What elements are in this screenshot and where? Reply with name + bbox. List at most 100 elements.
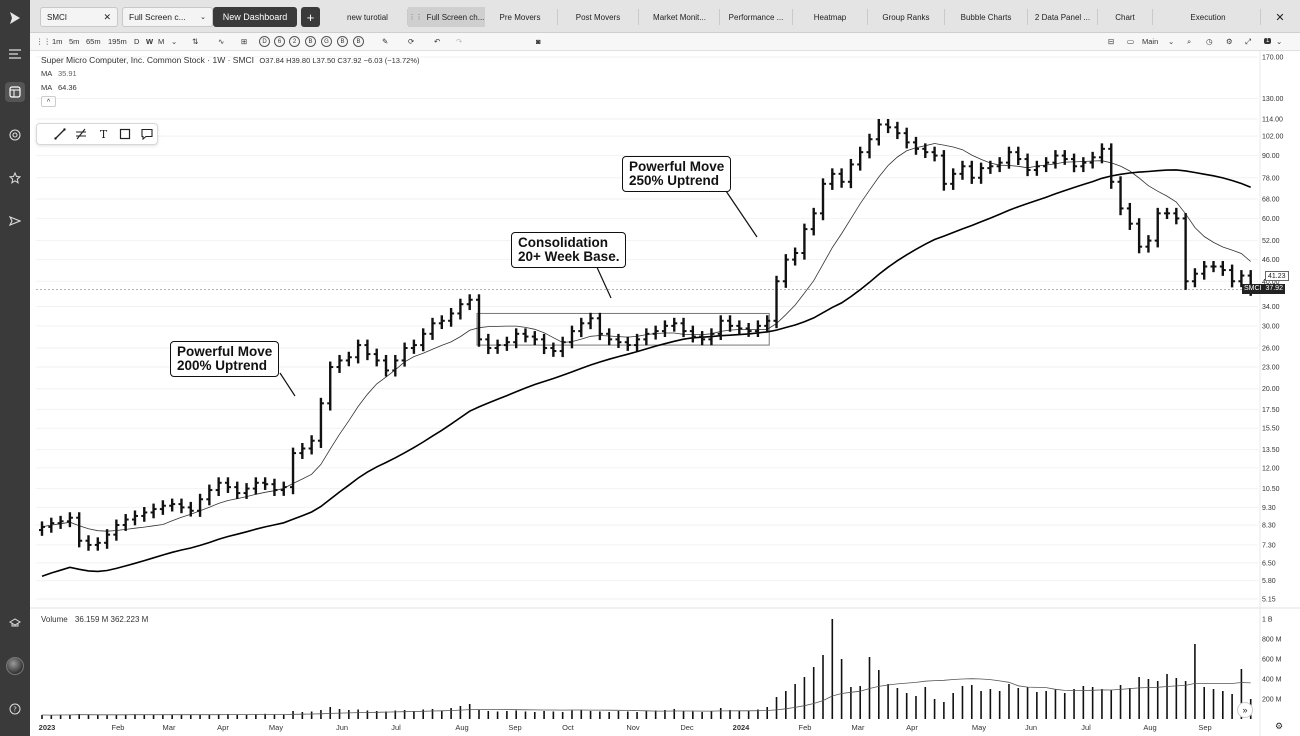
annotation-powerful-move-200[interactable]: Powerful Move 200% Uptrend — [170, 341, 280, 377]
annotation-powerful-move-250[interactable]: Powerful Move 250% Uptrend — [622, 156, 732, 192]
chart-toolbar: ⋮⋮ 1m 5m 65m 195m D W M ⌄ ⇅ ∿ ⊞ D 6 2 B … — [30, 33, 1300, 51]
timeframe-1m[interactable]: 1m — [52, 37, 63, 46]
x-axis-tick-label: Aug — [1143, 723, 1156, 732]
tab-separator — [719, 9, 720, 25]
menu-icon[interactable] — [5, 44, 25, 64]
y-axis-tick-label: 23.00 — [1262, 365, 1280, 372]
add-tab-button[interactable]: + — [301, 7, 320, 27]
symbol-price-tag: SMCI 37.92 — [1242, 284, 1285, 294]
tab-post-movers[interactable]: Post Movers — [575, 12, 621, 22]
fullscreen-icon[interactable]: ⤢ — [1245, 37, 1251, 46]
y-axis-tick-label: 13.50 — [1262, 447, 1280, 454]
avatar[interactable] — [6, 657, 24, 675]
x-axis-tick-label: Jun — [336, 723, 348, 732]
text-tool-icon[interactable]: T — [99, 128, 108, 141]
close-icon[interactable]: ✕ — [1275, 11, 1285, 24]
chevron-down-icon[interactable]: ⌄ — [1168, 37, 1175, 46]
tab-execution[interactable]: Execution — [1190, 12, 1226, 22]
drag-grid-icon[interactable]: ⋮⋮ — [36, 37, 51, 46]
collapse-legend-button[interactable]: ^ — [41, 96, 56, 107]
ma2-legend[interactable]: MA 64.36 — [41, 83, 77, 92]
y-axis-tick-label: 30.00 — [1262, 323, 1280, 330]
fib-icon[interactable] — [75, 128, 88, 141]
badge-b-icon[interactable]: B — [337, 36, 348, 47]
tab-group-ranks[interactable]: Group Ranks — [882, 12, 930, 22]
timeframe-d[interactable]: D — [134, 37, 140, 46]
indicators-icon[interactable]: ∿ — [218, 37, 225, 46]
tab-new-turotial[interactable]: new turotial — [347, 12, 388, 22]
drag-handle-icon[interactable]: ⋮⋮ — [408, 14, 423, 21]
y-axis-tick-label: 17.50 — [1262, 407, 1280, 414]
chart-area[interactable]: 170.00 130.00 114.00 102.00 90.00 78.00 68.00 6… — [30, 51, 1300, 736]
badge-d-icon[interactable]: D — [259, 36, 270, 47]
settings-gear-icon[interactable]: ⚙ — [1226, 37, 1233, 46]
timeframe-195m[interactable]: 195m — [108, 37, 127, 46]
eraser-icon[interactable]: ✎ — [382, 37, 389, 46]
layout-select[interactable]: Full Screen c... ⌄ — [122, 7, 213, 27]
badge-6-icon[interactable]: 6 — [274, 36, 285, 47]
refresh-icon[interactable]: ⟳ — [408, 37, 415, 46]
new-dashboard-button[interactable]: New Dashboard — [213, 7, 297, 27]
price-chart-svg[interactable]: 170.00 130.00 114.00 102.00 90.00 78.00 68.00 6… — [30, 51, 1300, 736]
annotation-line: 20+ Week Base. — [518, 249, 620, 264]
comment-icon[interactable] — [141, 128, 154, 141]
undo-icon[interactable]: ↶ — [434, 37, 441, 46]
compare-icon[interactable]: ⇅ — [192, 37, 199, 46]
badge-b-icon[interactable]: B — [353, 36, 364, 47]
help-icon[interactable]: ? — [5, 699, 25, 719]
templates-icon[interactable]: ⊞ — [241, 37, 248, 46]
tab-bubble-charts[interactable]: Bubble Charts — [960, 12, 1012, 22]
ohlc-values: O37.84 H39.80 L37.50 C37.92 −6.03 (−13.7… — [259, 56, 420, 65]
annotation-consolidation[interactable]: Consolidation 20+ Week Base. — [511, 232, 627, 268]
tab-pre-movers[interactable]: Pre Movers — [499, 12, 541, 22]
badge-2-icon[interactable]: 2 — [289, 36, 300, 47]
trendline-icon[interactable] — [54, 128, 67, 141]
tab-chart[interactable]: Chart — [1115, 12, 1135, 22]
dashboard-icon[interactable] — [5, 82, 25, 102]
radar-icon[interactable] — [5, 125, 25, 145]
symbol-search[interactable]: SMCI ✕ — [40, 7, 118, 27]
logo-icon[interactable] — [5, 8, 25, 28]
timeframe-m[interactable]: M — [158, 37, 165, 46]
rectangle-icon[interactable] — [119, 128, 132, 141]
tab-market-monitor[interactable]: Market Monit... — [653, 12, 706, 22]
layout-main-label[interactable]: Main — [1142, 37, 1159, 46]
chevron-down-icon[interactable]: ⌄ — [171, 37, 178, 46]
chart-settings-gear-icon[interactable]: ⚙ — [1275, 721, 1284, 731]
panel-count-badge[interactable]: 1 — [1264, 38, 1272, 44]
badge-g-icon[interactable]: G — [321, 36, 332, 47]
timeframe-5m[interactable]: 5m — [69, 37, 80, 46]
y-axis-tick-label: 9.30 — [1262, 505, 1276, 512]
ma1-legend[interactable]: MA 35.91 — [41, 69, 77, 78]
alert-icon[interactable]: ◷ — [1206, 37, 1213, 46]
tab-separator — [792, 9, 793, 25]
star-icon[interactable] — [5, 168, 25, 188]
education-icon[interactable] — [5, 613, 25, 633]
badge-b-icon[interactable]: B — [305, 36, 316, 47]
send-icon[interactable] — [5, 211, 25, 231]
redo-icon[interactable]: ↷ — [456, 37, 463, 46]
scroll-to-latest-button[interactable]: » — [1237, 702, 1253, 718]
tab-heatmap[interactable]: Heatmap — [813, 12, 847, 22]
timeframe-65m[interactable]: 65m — [86, 37, 101, 46]
snapshot-icon[interactable]: ◙ — [536, 37, 541, 46]
ma1-value: 35.91 — [57, 69, 77, 78]
symbol-input[interactable]: SMCI — [47, 12, 67, 22]
tab-performance[interactable]: Performance ... — [728, 12, 784, 22]
zoom-icon[interactable]: ⌕ — [1187, 37, 1192, 46]
volume-ma-line — [41, 678, 1251, 716]
volume-legend[interactable]: Volume 36.159 M 362.223 M — [41, 615, 148, 624]
annotation-line: 250% Uptrend — [629, 173, 720, 188]
folder-icon[interactable]: ▭ — [1127, 37, 1135, 46]
ma2-value: 64.36 — [57, 83, 77, 92]
y-axis-tick-label: 5.15 — [1262, 597, 1276, 604]
timeframe-w[interactable]: W — [146, 37, 154, 46]
layout-icon[interactable]: ⊟ — [1108, 37, 1115, 46]
x-axis-tick-label: Jun — [1025, 723, 1037, 732]
chevron-down-icon[interactable]: ⌄ — [1276, 37, 1283, 46]
tab-separator — [557, 9, 558, 25]
clear-symbol-icon[interactable]: ✕ — [103, 11, 111, 22]
tab-full-screen-chart[interactable]: ⋮⋮ Full Screen ch... — [408, 7, 485, 27]
tab-2-data-panel[interactable]: 2 Data Panel ... — [1034, 12, 1091, 22]
ma-long-line — [41, 169, 1251, 578]
